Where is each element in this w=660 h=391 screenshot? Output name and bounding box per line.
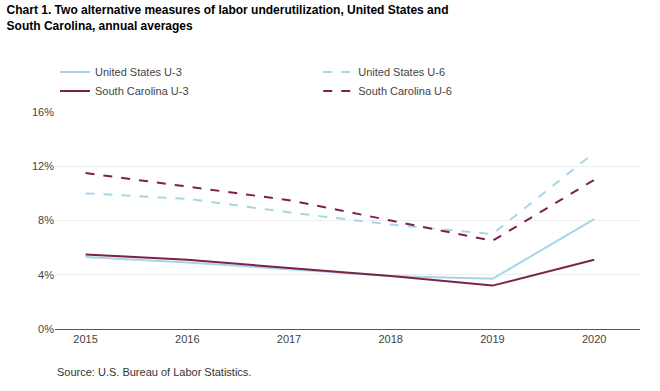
svg-text:Source: U.S. Bureau of Labor S: Source: U.S. Bureau of Labor Statistics.: [57, 366, 251, 378]
svg-text:2017: 2017: [277, 333, 301, 345]
svg-text:12%: 12%: [32, 160, 54, 172]
svg-text:2020: 2020: [582, 333, 606, 345]
svg-text:South Carolina U-6: South Carolina U-6: [358, 85, 452, 97]
svg-text:Chart 1. Two alternative measu: Chart 1. Two alternative measures of lab…: [7, 3, 449, 33]
svg-text:United States U-3: United States U-3: [95, 66, 182, 78]
svg-text:2015: 2015: [73, 333, 97, 345]
svg-text:United States U-6: United States U-6: [358, 66, 445, 78]
svg-text:16%: 16%: [32, 106, 54, 118]
svg-text:2018: 2018: [378, 333, 402, 345]
svg-text:4%: 4%: [38, 269, 54, 281]
svg-text:8%: 8%: [38, 214, 54, 226]
svg-text:2016: 2016: [175, 333, 199, 345]
svg-text:0%: 0%: [38, 323, 54, 335]
svg-text:2019: 2019: [480, 333, 504, 345]
svg-text:South Carolina U-3: South Carolina U-3: [95, 85, 189, 97]
